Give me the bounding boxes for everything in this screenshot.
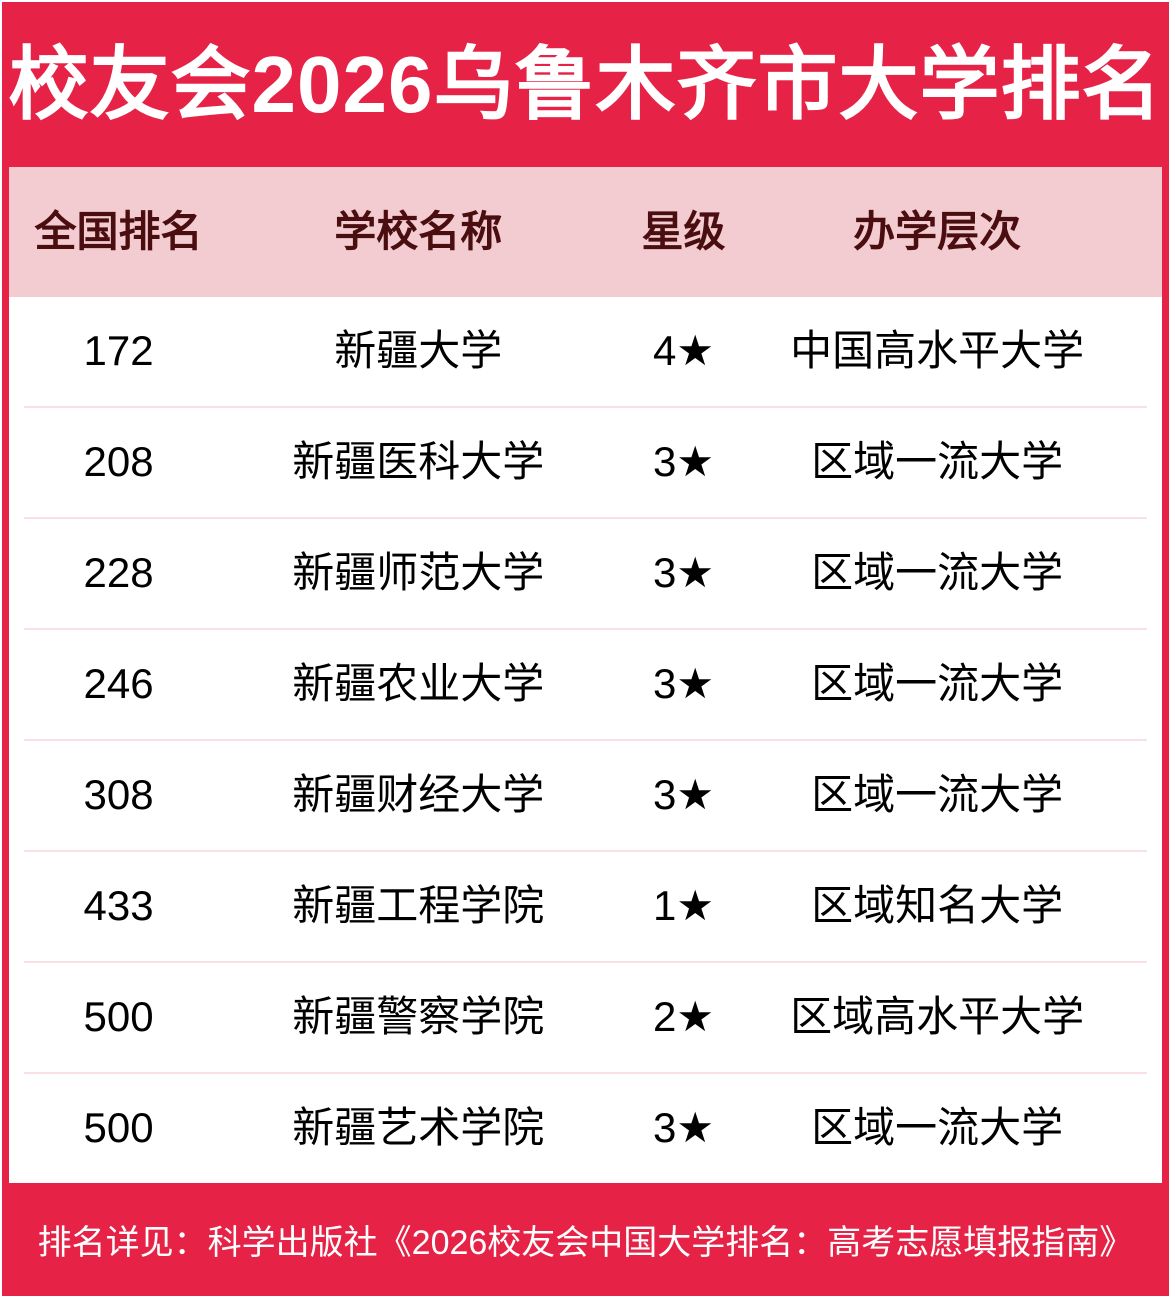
level-cell: 区域一流大学 (811, 438, 1064, 486)
stars-cell: 3★ (652, 549, 714, 597)
table-row: 208 新疆医科大学 3★ 区域一流大学 (9, 408, 1162, 517)
table-row: 172 新疆大学 4★ 中国高水平大学 (9, 297, 1162, 406)
rank-cell: 433 (83, 882, 154, 930)
level-cell: 区域一流大学 (811, 660, 1064, 708)
table-row: 500 新疆艺术学院 3★ 区域一流大学 (9, 1074, 1162, 1183)
title-band: 校友会2026乌鲁木齐市大学排名 (2, 2, 1169, 167)
stars-cell: 3★ (652, 1104, 714, 1152)
table-row: 246 新疆农业大学 3★ 区域一流大学 (9, 630, 1162, 739)
table-row: 308 新疆财经大学 3★ 区域一流大学 (9, 741, 1162, 850)
footer-source-note: 排名详见：科学出版社《2026校友会中国大学排名：高考志愿填报指南》 (37, 1224, 1134, 1262)
rank-cell: 500 (83, 993, 154, 1041)
rank-cell: 228 (83, 549, 154, 597)
row-divider (24, 1072, 1147, 1074)
table-row: 500 新疆警察学院 2★ 区域高水平大学 (9, 963, 1162, 1072)
column-header-national-rank: 全国排名 (34, 207, 203, 255)
rank-cell: 172 (83, 327, 154, 375)
table-row: 228 新疆师范大学 3★ 区域一流大学 (9, 519, 1162, 628)
school-cell: 新疆警察学院 (292, 993, 545, 1041)
school-cell: 新疆师范大学 (292, 549, 545, 597)
school-cell: 新疆工程学院 (292, 882, 545, 930)
table-body: 172 新疆大学 4★ 中国高水平大学 208 新疆医科大学 3★ 区域一流大学… (9, 297, 1162, 1183)
level-cell: 中国高水平大学 (790, 327, 1085, 375)
stars-cell: 3★ (652, 438, 714, 486)
stars-cell: 2★ (652, 993, 714, 1041)
row-divider (24, 739, 1147, 741)
column-header-star-rating: 星级 (641, 207, 726, 255)
school-cell: 新疆大学 (334, 327, 503, 375)
rank-cell: 308 (83, 771, 154, 819)
stars-cell: 3★ (652, 660, 714, 708)
table-header-row: 全国排名 学校名称 星级 办学层次 (9, 167, 1162, 297)
row-divider (24, 961, 1147, 963)
school-cell: 新疆医科大学 (292, 438, 545, 486)
school-cell: 新疆财经大学 (292, 771, 545, 819)
stars-cell: 4★ (652, 327, 714, 375)
row-divider (24, 517, 1147, 519)
stars-cell: 3★ (652, 771, 714, 819)
level-cell: 区域高水平大学 (790, 993, 1085, 1041)
page-title: 校友会2026乌鲁木齐市大学排名 (8, 39, 1163, 129)
row-divider (24, 628, 1147, 630)
level-cell: 区域知名大学 (811, 882, 1064, 930)
table-row: 433 新疆工程学院 1★ 区域知名大学 (9, 852, 1162, 961)
column-header-school-level: 办学层次 (853, 207, 1022, 255)
column-header-school-name: 学校名称 (334, 207, 503, 255)
level-cell: 区域一流大学 (811, 771, 1064, 819)
stars-cell: 1★ (652, 882, 714, 930)
row-divider (24, 850, 1147, 852)
rank-cell: 208 (83, 438, 154, 486)
rank-cell: 500 (83, 1104, 154, 1152)
footer-band: 排名详见：科学出版社《2026校友会中国大学排名：高考志愿填报指南》 (2, 1183, 1169, 1296)
rank-cell: 246 (83, 660, 154, 708)
level-cell: 区域一流大学 (811, 549, 1064, 597)
row-divider (24, 406, 1147, 408)
school-cell: 新疆农业大学 (292, 660, 545, 708)
level-cell: 区域一流大学 (811, 1104, 1064, 1152)
school-cell: 新疆艺术学院 (292, 1104, 545, 1152)
